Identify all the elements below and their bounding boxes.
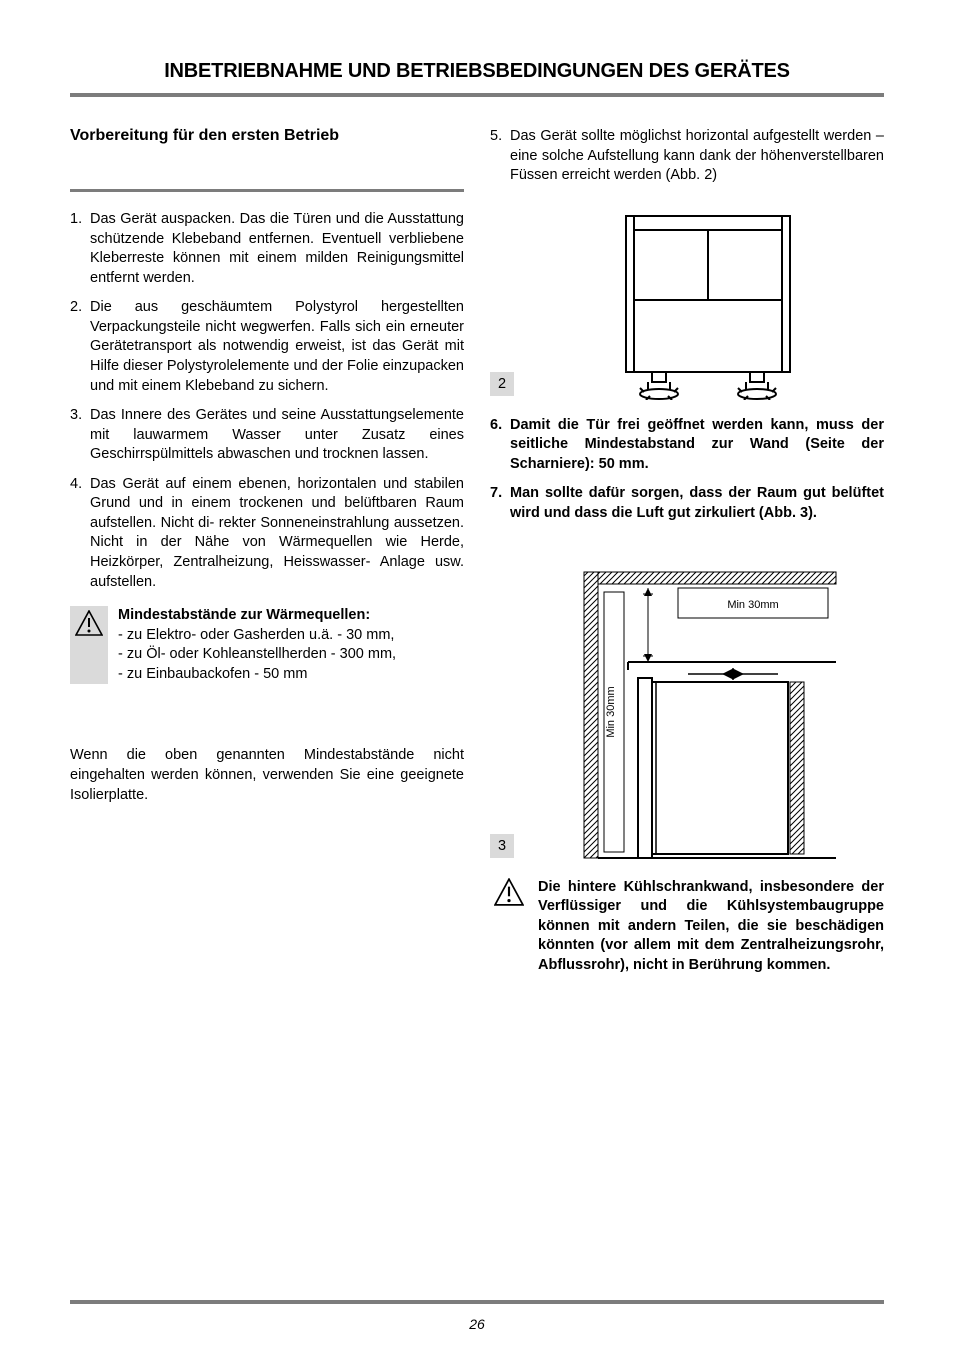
list-item: 2. Die aus geschäumtem Polystyrol herges… [70, 298, 464, 396]
warning-strip [70, 606, 108, 684]
figure-2 [532, 210, 884, 400]
right-list-bold: 6. Damit die Tür frei geöffnet werden ka… [490, 416, 884, 524]
left-sub-rule [70, 189, 464, 192]
page-title: INBETRIEBNAHME UND BETRIEBSBEDINGUNGEN D… [70, 60, 884, 83]
warning-line: - zu Einbaubackofen - 50 mm [118, 665, 464, 685]
right-column: 5. Das Gerät sollte möglichst horizontal… [490, 127, 884, 975]
right-list-top: 5. Das Gerät sollte möglichst horizontal… [490, 127, 884, 186]
ventilation-diagram: Min 30mm Min 30mm [578, 552, 838, 862]
right-warning-text: Die hintere Kühlschrankwand, insbesonder… [528, 878, 884, 976]
warning-triangle-icon [494, 878, 524, 906]
item-text: Das Gerät auspacken. Das die Türen und d… [90, 210, 464, 288]
left-column: Vorbereitung für den ersten Betrieb 1. D… [70, 127, 464, 975]
page-number: 26 [0, 1316, 954, 1332]
right-warning-block: Die hintere Kühlschrankwand, insbesonder… [490, 878, 884, 976]
item-number: 6. [490, 416, 510, 475]
item-number: 7. [490, 484, 510, 523]
list-item: 6. Damit die Tür frei geöffnet werden ka… [490, 416, 884, 475]
fig3-top-label-text: Min 30mm [727, 599, 778, 611]
item-number: 1. [70, 210, 90, 288]
warning-block: Mindestabstände zur Wärmequellen: - zu E… [70, 606, 464, 684]
item-number: 2. [70, 298, 90, 396]
left-subheading: Vorbereitung für den ersten Betrieb [70, 127, 464, 145]
list-item: 4. Das Gerät auf einem ebenen, horizonta… [70, 475, 464, 592]
warning-heading: Mindestabstände zur Wärmequellen: [118, 606, 464, 626]
left-tail-paragraph: Wenn die oben genannten Mindestabstände … [70, 746, 464, 805]
warning-triangle-icon [75, 610, 103, 636]
item-text: Die aus geschäumtem Polystyrol hergestel… [90, 298, 464, 396]
list-item: 1. Das Gerät auspacken. Das die Türen un… [70, 210, 464, 288]
list-item: 7. Man sollte dafür sorgen, dass der Rau… [490, 484, 884, 523]
item-text: Man sollte dafür sorgen, dass der Raum g… [510, 484, 884, 523]
fig3-side-label-text: Min 30mm [605, 686, 617, 737]
footer-rule [70, 1300, 884, 1304]
figure-3-row: 3 [490, 552, 884, 862]
list-item: 3. Das Innere des Gerätes und seine Auss… [70, 406, 464, 465]
list-item: 5. Das Gerät sollte möglichst horizontal… [490, 127, 884, 186]
warning-line: - zu Elektro- oder Gasherden u.ä. - 30 m… [118, 626, 464, 646]
item-text: Das Innere des Gerätes und seine Ausstat… [90, 406, 464, 465]
item-number: 4. [70, 475, 90, 592]
item-text: Das Gerät auf einem ebenen, horizontalen… [90, 475, 464, 592]
figure-2-row: 2 [490, 210, 884, 400]
item-number: 5. [490, 127, 510, 186]
left-numbered-list: 1. Das Gerät auspacken. Das die Türen un… [70, 210, 464, 592]
figure-3: Min 30mm Min 30mm [532, 552, 884, 862]
figure-number-badge: 2 [490, 372, 514, 396]
warning-icon-cell [490, 878, 528, 976]
item-number: 3. [70, 406, 90, 465]
figure-number-badge: 3 [490, 834, 514, 858]
warning-line: - zu Öl- oder Kohleanstellherden - 300 m… [118, 645, 464, 665]
item-text: Das Gerät sollte möglichst horizontal au… [510, 127, 884, 186]
two-column-layout: Vorbereitung für den ersten Betrieb 1. D… [70, 127, 884, 975]
appliance-feet-diagram [608, 210, 808, 400]
title-rule [70, 93, 884, 97]
item-text: Damit die Tür frei geöffnet werden kann,… [510, 416, 884, 475]
warning-content: Mindestabstände zur Wärmequellen: - zu E… [108, 606, 464, 684]
